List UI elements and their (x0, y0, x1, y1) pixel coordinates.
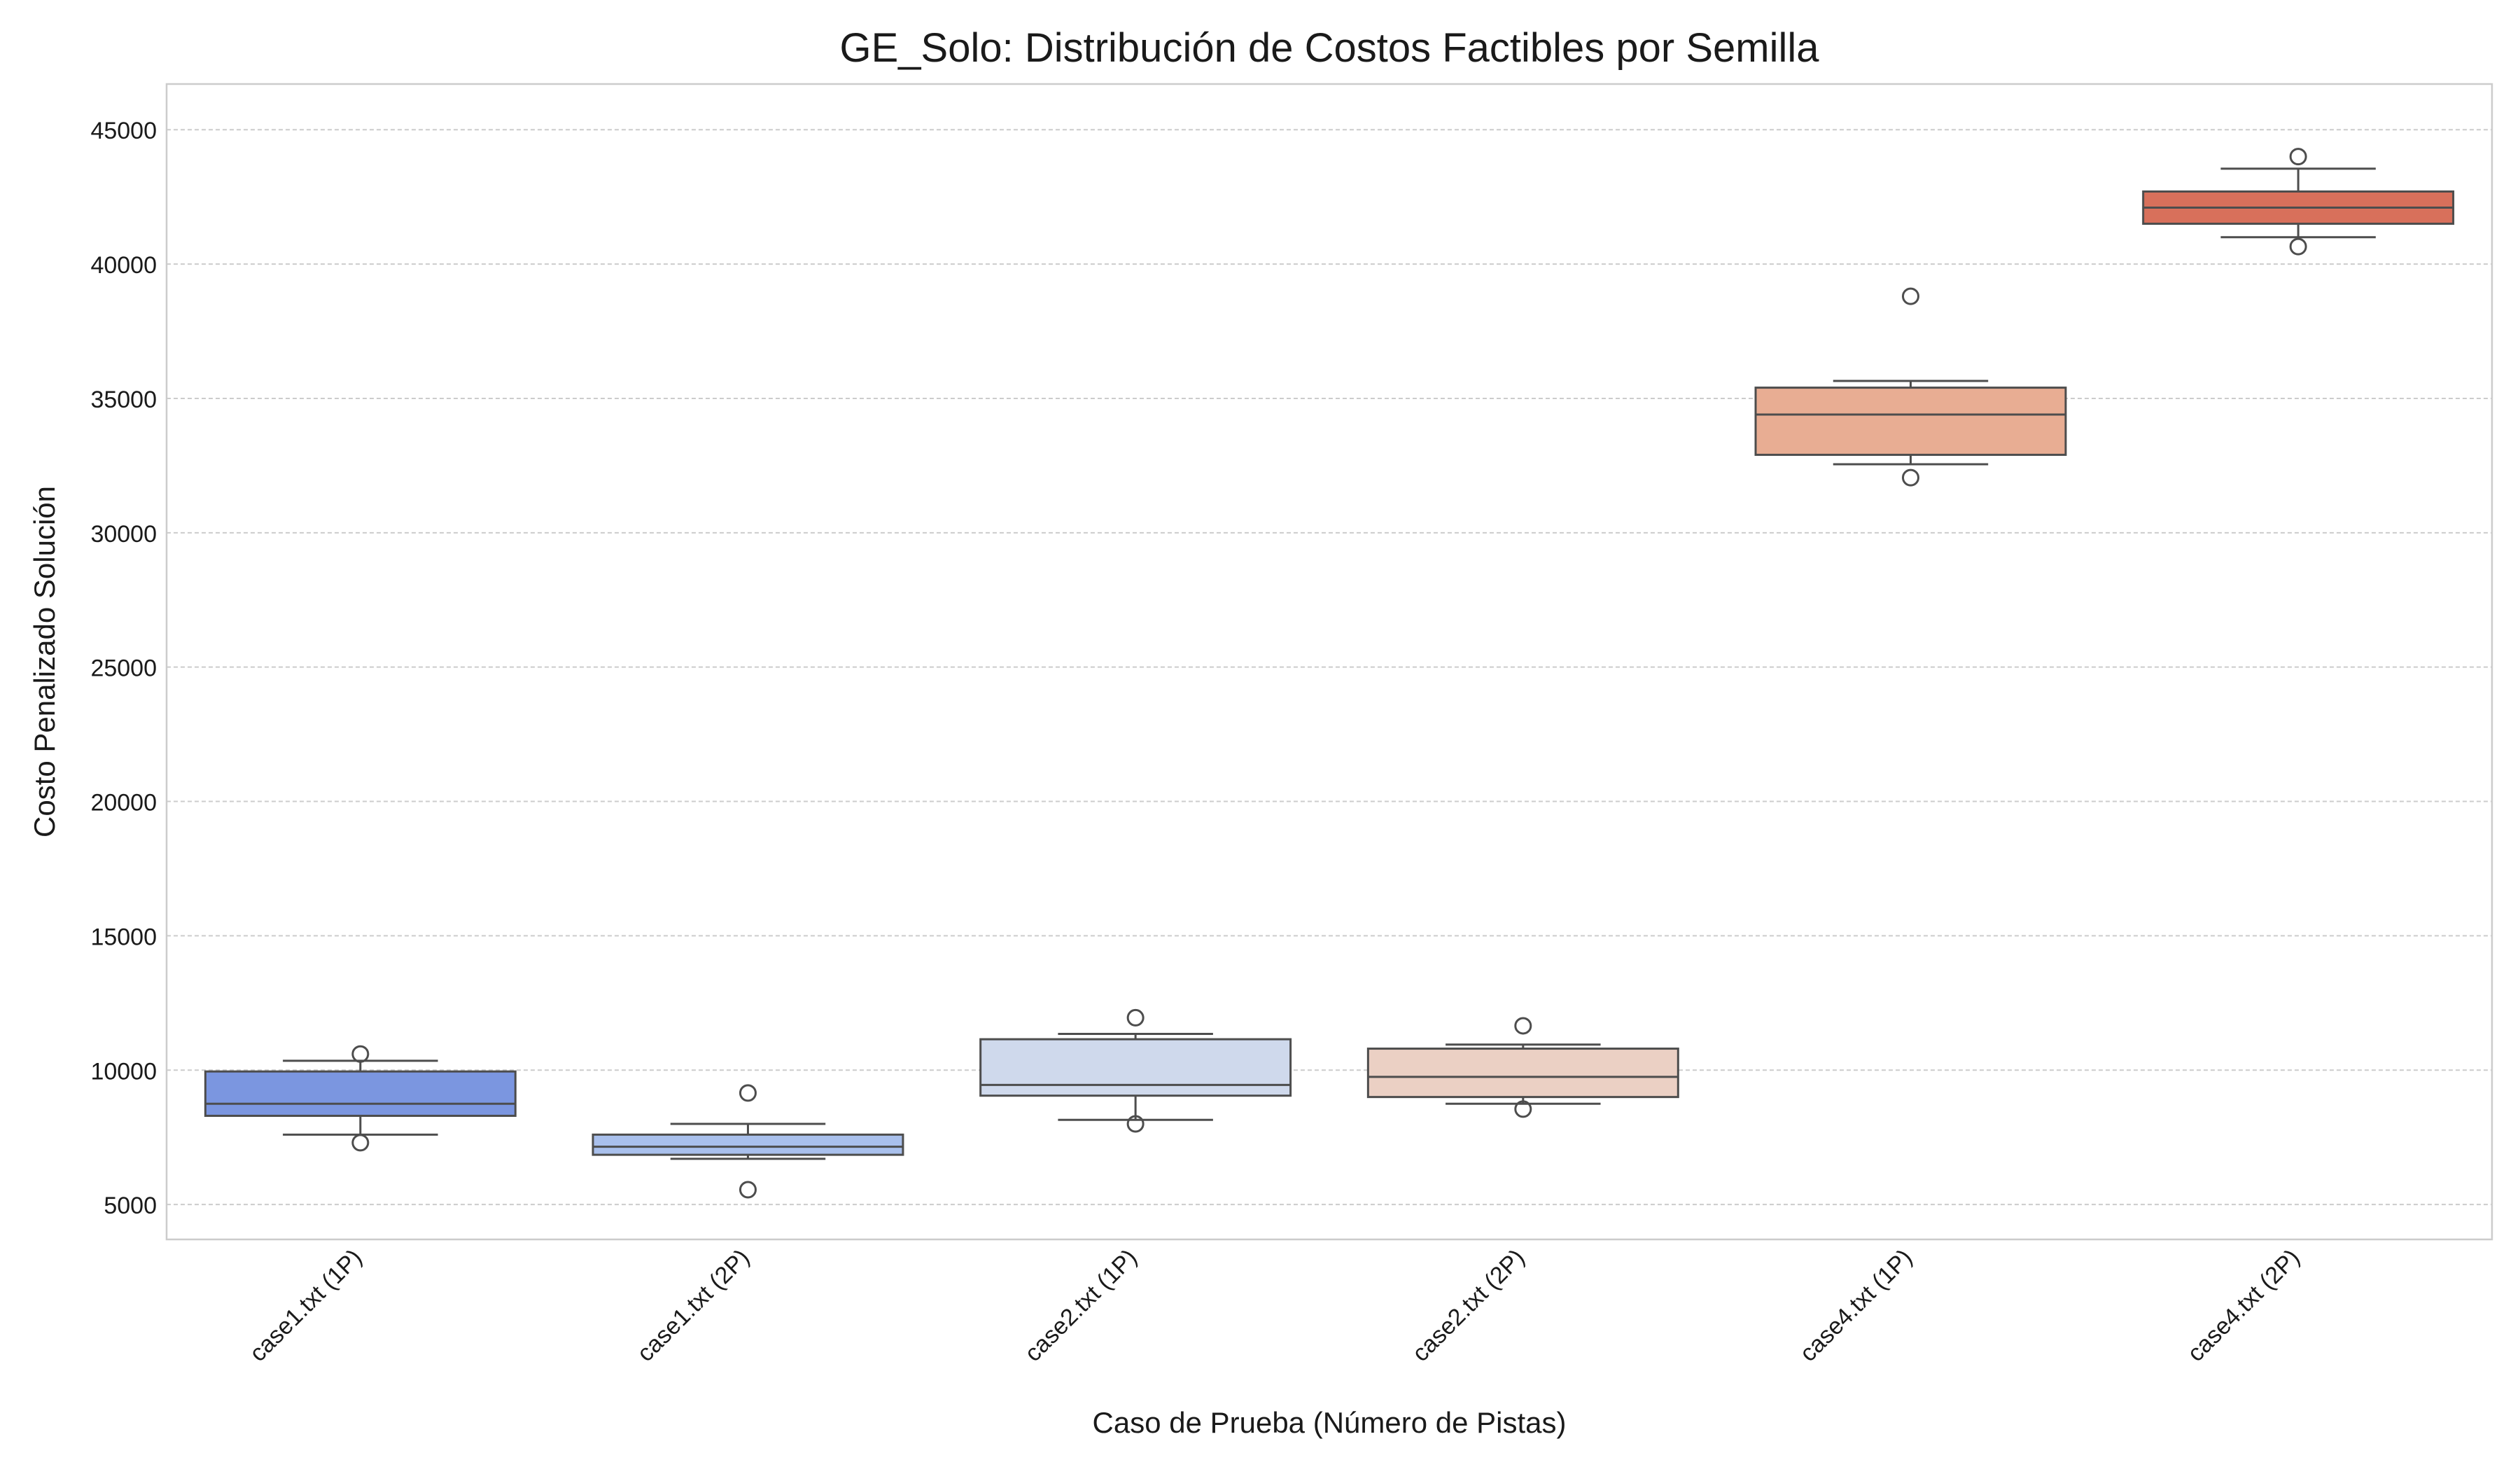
box-group (592, 1084, 904, 1199)
outlier-point (2289, 148, 2307, 166)
box-iqr (592, 1133, 904, 1156)
box-group (2142, 148, 2455, 256)
y-tick-label: 10000 (90, 1058, 157, 1085)
box-iqr (204, 1070, 517, 1117)
outlier-point (739, 1181, 757, 1199)
outlier-point (351, 1134, 370, 1152)
outlier-point (1902, 287, 1919, 305)
box-iqr (1366, 1048, 1679, 1099)
box-group (979, 1008, 1292, 1133)
box-iqr (979, 1038, 1292, 1097)
outlier-point (1126, 1008, 1144, 1027)
plot-frame (165, 83, 2493, 1241)
x-axis-label: Caso de Prueba (Número de Pistas) (1093, 1406, 1567, 1439)
y-tick-label: 35000 (90, 387, 157, 413)
y-tick-label: 15000 (90, 924, 157, 950)
outlier-point (739, 1084, 757, 1102)
y-axis-label: Costo Penalizado Solución (28, 486, 61, 837)
box-group (1366, 1017, 1679, 1118)
y-tick-label: 20000 (90, 790, 157, 816)
outlier-point (1126, 1115, 1144, 1133)
outlier-point (1514, 1100, 1532, 1118)
y-tick-label: 40000 (90, 252, 157, 279)
y-tick-label: 45000 (90, 118, 157, 144)
chart-title: GE_Solo: Distribución de Costos Factible… (839, 25, 1819, 71)
box-group (1754, 287, 2067, 487)
box-group (204, 1045, 517, 1152)
box-iqr (1754, 387, 2067, 457)
y-tick-label: 5000 (104, 1193, 157, 1219)
outlier-point (1902, 468, 1919, 487)
outlier-point (1514, 1017, 1532, 1035)
outlier-point (2289, 237, 2307, 256)
y-tick-label: 25000 (90, 655, 157, 682)
outlier-point (351, 1045, 370, 1063)
y-tick-label: 30000 (90, 521, 157, 548)
